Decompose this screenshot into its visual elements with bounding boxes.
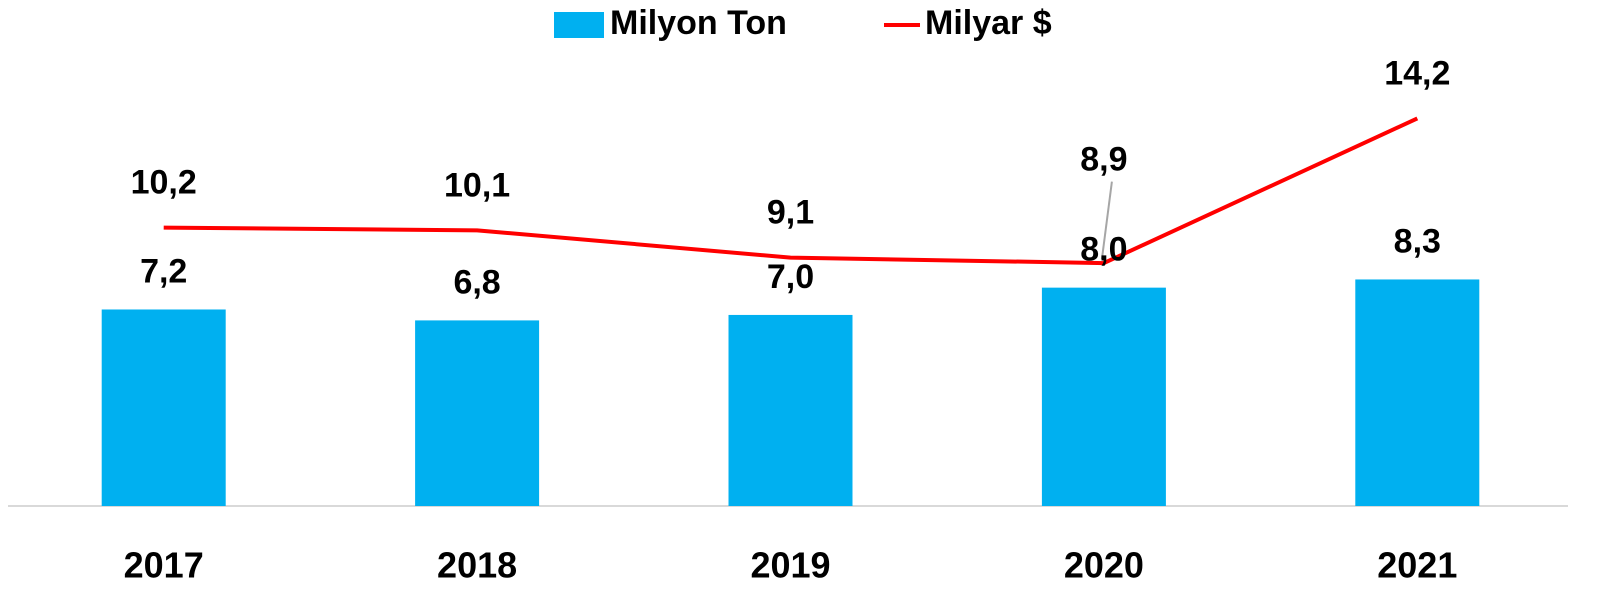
data-label: 8,9: [1080, 141, 1127, 179]
line: [163, 116, 1419, 266]
x-tick-label: 2018: [437, 545, 517, 586]
data-label: 6,8: [453, 263, 500, 301]
x-tick-label: 2020: [1064, 545, 1144, 586]
bar: [1355, 279, 1480, 506]
data-label: 7,0: [767, 258, 814, 296]
legend-label: Milyar $: [925, 4, 1052, 42]
data-label: 10,1: [444, 166, 510, 204]
legend-label: Milyon Ton: [610, 4, 787, 42]
data-label: 8,3: [1394, 222, 1441, 260]
legend-swatch: [554, 12, 604, 38]
bar: [101, 309, 226, 506]
data-label: 7,2: [140, 252, 187, 290]
bar: [728, 314, 853, 506]
data-label: 14,2: [1384, 54, 1450, 92]
bar: [1041, 287, 1166, 506]
bar: [415, 320, 540, 506]
data-label: 10,2: [131, 164, 197, 202]
x-tick-label: 2019: [750, 545, 830, 586]
data-label: 9,1: [767, 194, 814, 232]
x-tick-label: 2017: [124, 545, 204, 586]
x-tick-label: 2021: [1377, 545, 1457, 586]
leader-line: [1100, 181, 1113, 260]
data-label: 8,0: [1080, 231, 1127, 269]
